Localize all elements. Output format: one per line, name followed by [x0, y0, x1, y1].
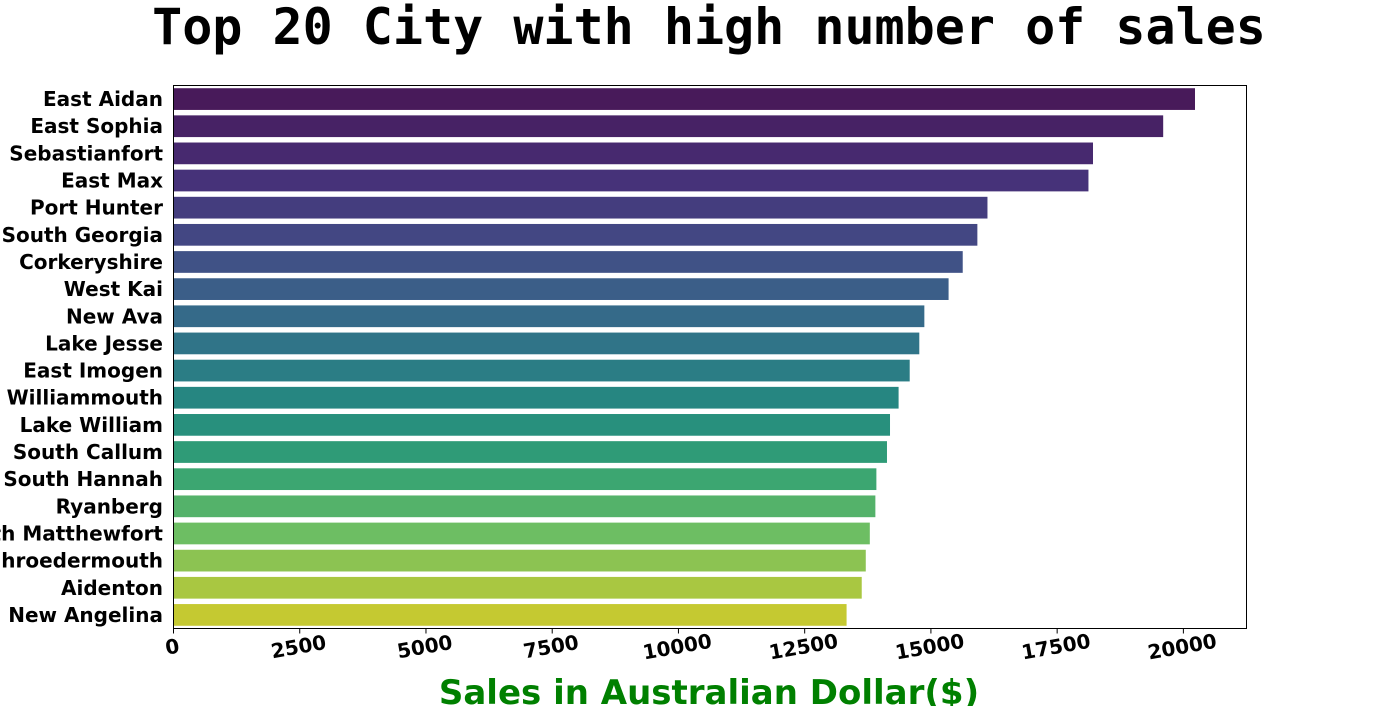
- bar-ryanberg: [173, 495, 876, 518]
- category-label: East Imogen: [23, 359, 163, 383]
- bar-east-imogen: [173, 359, 910, 382]
- bar-east-aidan: [173, 88, 1195, 110]
- x-tick-label: 12500: [767, 629, 840, 665]
- bar-east-sophia: [173, 115, 1164, 138]
- bar-aidenton: [173, 576, 862, 599]
- category-labels: East Aidan East Sophia Sebastianfort East M…: [0, 87, 163, 627]
- x-tick-label: 0: [163, 634, 181, 660]
- bar-lake-william: [173, 414, 891, 436]
- x-axis-ticks: 0 2500 5000 7500 10000 12500 15000 17500 20000: [163, 628, 1219, 665]
- category-label: West Kai: [64, 277, 163, 301]
- bars: [173, 88, 1195, 626]
- category-label: Lake Jesse: [45, 331, 163, 355]
- category-label: South Callum: [13, 440, 163, 464]
- x-tick-label: 10000: [641, 629, 714, 665]
- category-label: North Matthewfort: [0, 521, 163, 545]
- bar-south-georgia: [173, 223, 978, 246]
- category-label: East Max: [61, 169, 163, 193]
- category-label: Corkeryshire: [19, 250, 163, 274]
- bar-schroedermouth: [173, 549, 866, 572]
- bar-east-max: [173, 169, 1089, 192]
- bar-north-matthewfort: [173, 522, 870, 545]
- x-tick-label: 17500: [1020, 629, 1093, 665]
- bar-lake-jesse: [173, 332, 920, 355]
- bar-port-hunter: [173, 196, 988, 219]
- category-label: Port Hunter: [30, 196, 163, 220]
- plot-frame: [173, 85, 1247, 629]
- x-tick-label: 2500: [269, 630, 328, 663]
- bar-new-ava: [173, 305, 925, 328]
- category-label: South Georgia: [2, 223, 163, 247]
- bar-williammouth: [173, 386, 899, 409]
- bar-corkeryshire: [173, 251, 963, 273]
- chart-title: Top 20 City with high number of sales: [152, 0, 1266, 56]
- x-axis-label: Sales in Australian Dollar($): [439, 673, 979, 706]
- bar-south-hannah: [173, 468, 877, 491]
- category-label: Schroedermouth: [0, 549, 163, 573]
- category-label: Ryanberg: [56, 494, 163, 518]
- bar-sebastianfort: [173, 142, 1093, 165]
- plot-area: East Aidan East Sophia Sebastianfort East M…: [0, 85, 1247, 665]
- category-label: South Hannah: [3, 467, 163, 491]
- x-tick-label: 5000: [395, 630, 454, 663]
- category-label: Sebastianfort: [9, 141, 163, 165]
- bar-west-kai: [173, 278, 949, 300]
- x-tick-label: 20000: [1146, 629, 1219, 665]
- x-tick-label: 15000: [893, 629, 966, 665]
- category-label: New Angelina: [8, 603, 163, 627]
- category-label: East Aidan: [43, 87, 163, 111]
- category-label: Aidenton: [61, 576, 163, 600]
- category-label: New Ava: [66, 304, 163, 328]
- category-label: Williammouth: [7, 386, 163, 410]
- bar-new-angelina: [173, 604, 847, 626]
- category-label: Lake William: [20, 413, 163, 437]
- x-tick-label: 7500: [521, 630, 580, 663]
- bar-south-callum: [173, 441, 887, 463]
- category-label: East Sophia: [30, 114, 163, 138]
